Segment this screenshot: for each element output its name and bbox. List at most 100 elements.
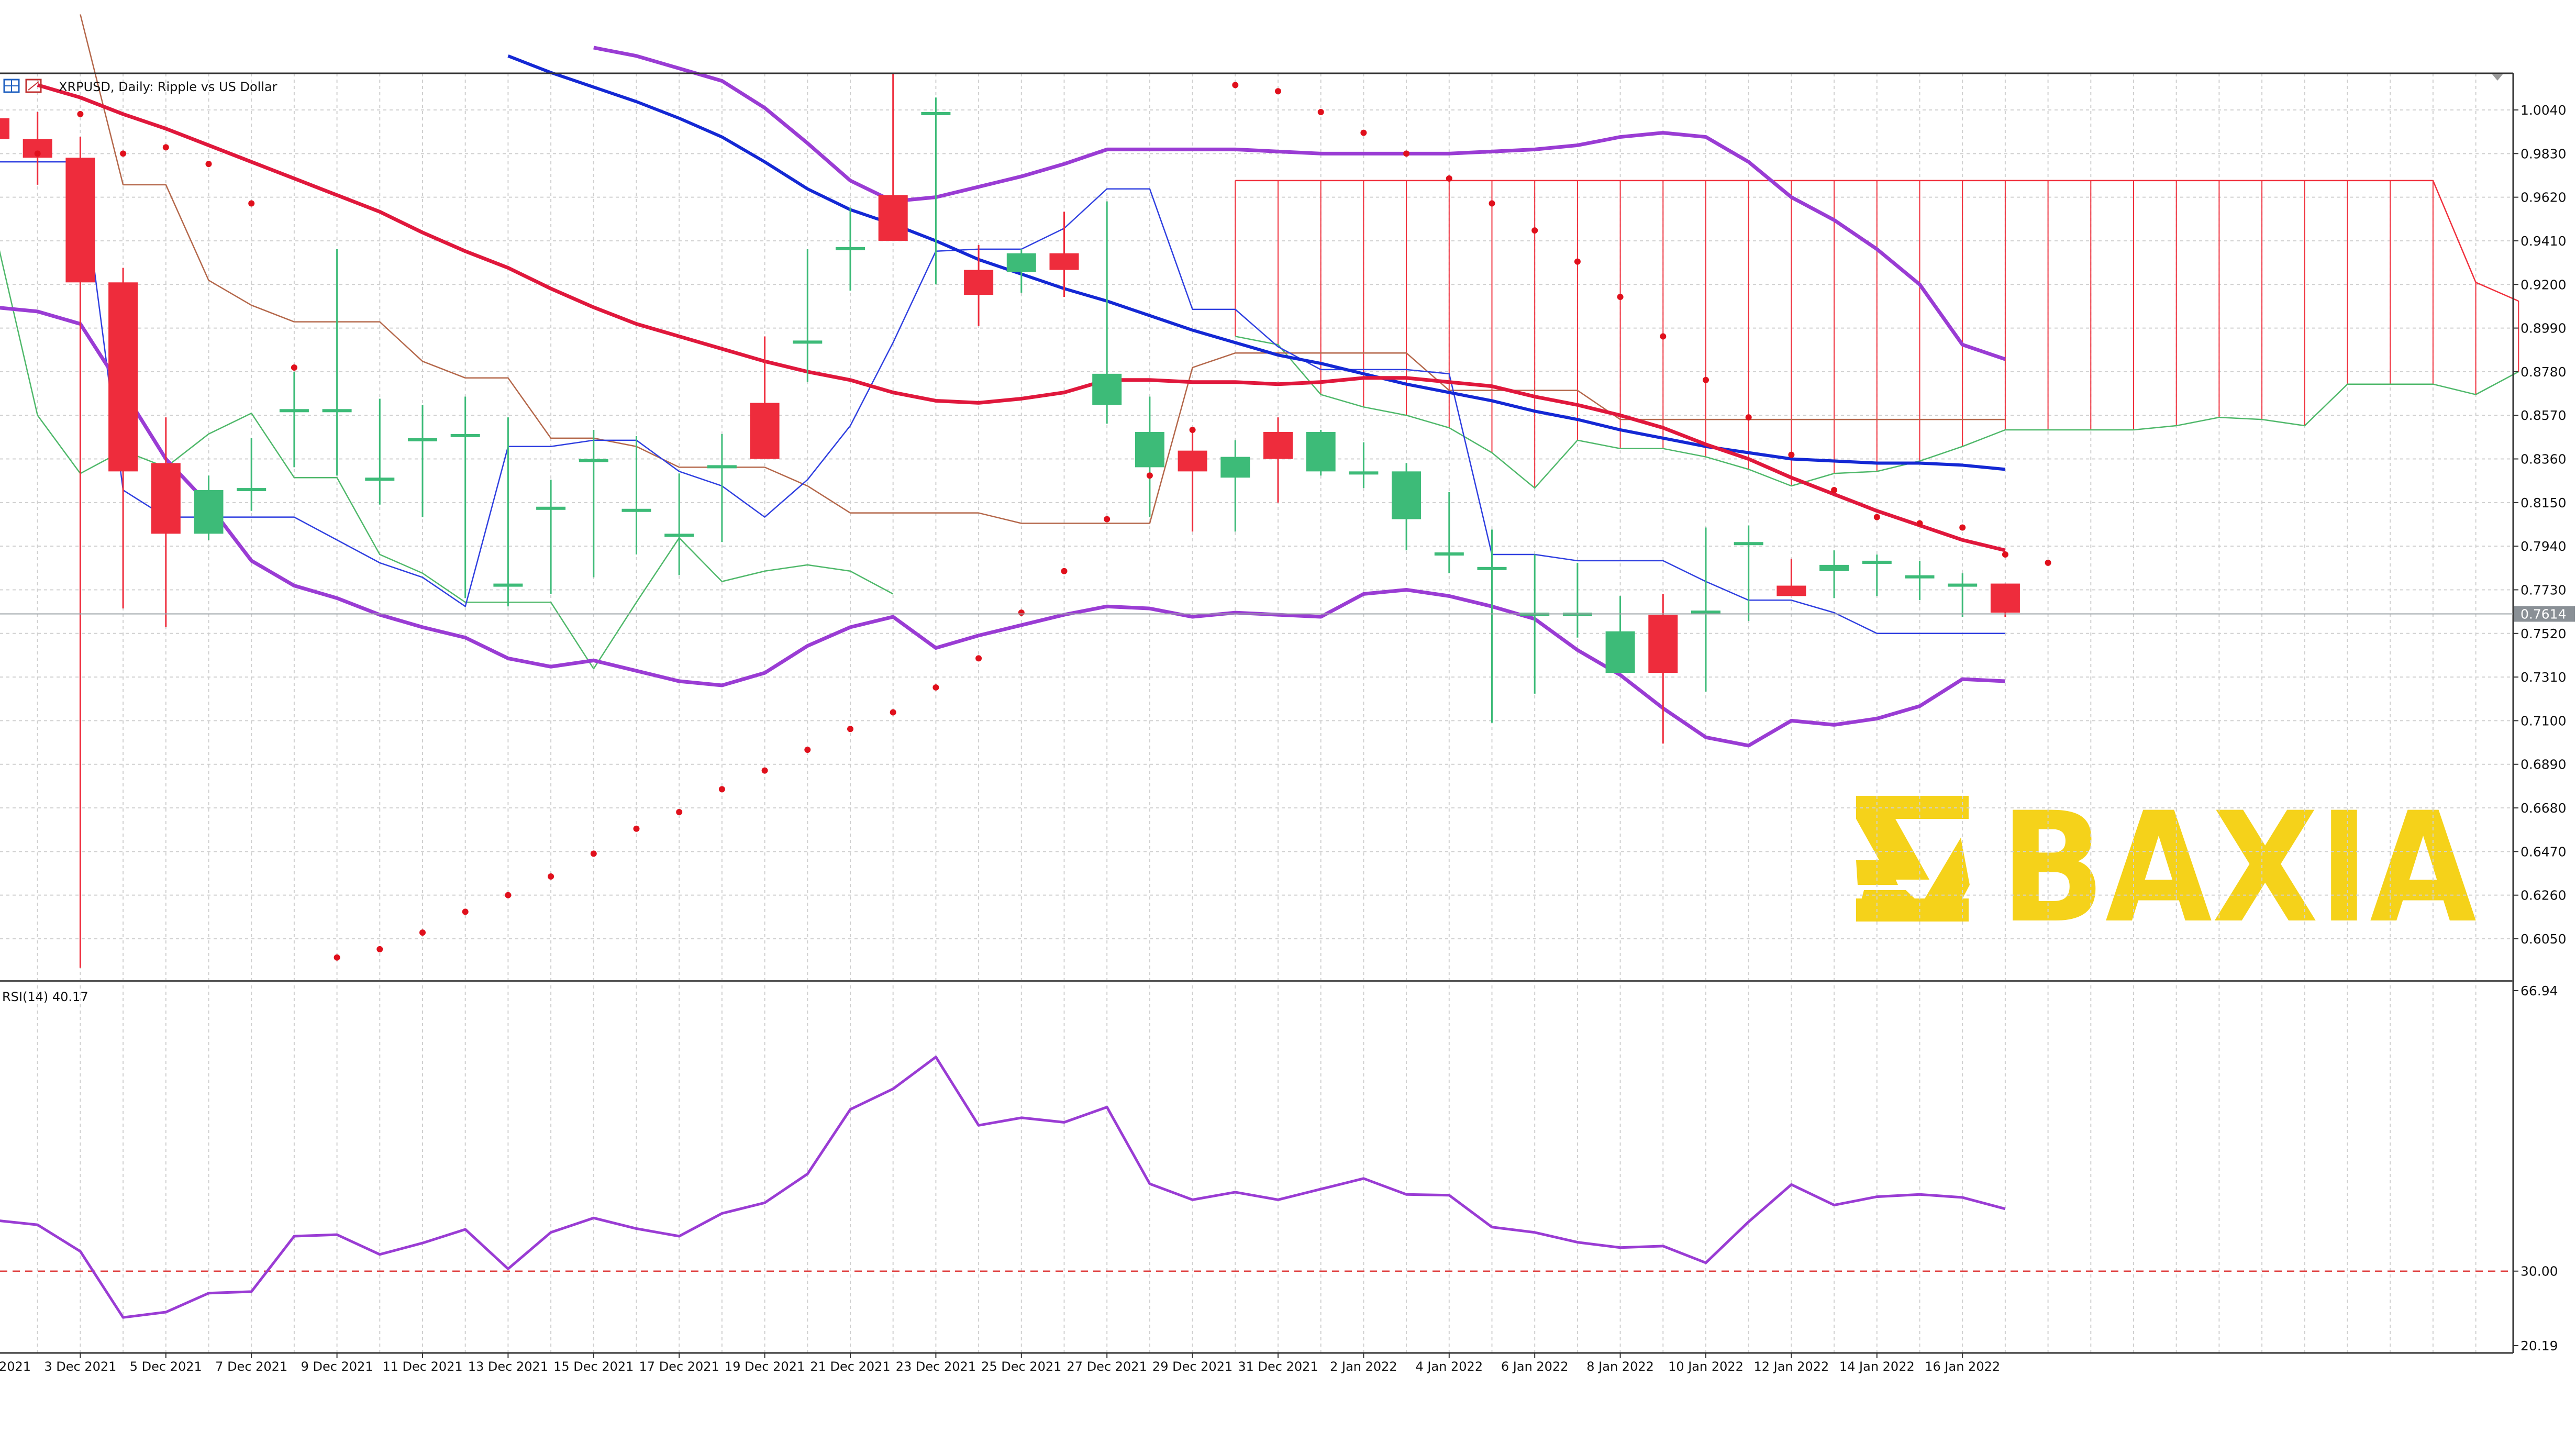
kijun-line [80, 14, 2005, 524]
date-tick-label: 10 Jan 2022 [1668, 1359, 1744, 1374]
psar-dot [376, 946, 383, 952]
psar-dot [1959, 524, 1966, 531]
psar-dot [462, 908, 469, 915]
psar-dot [1104, 516, 1111, 523]
psar-dot [34, 150, 41, 157]
psar-dot [2002, 551, 2008, 558]
psar-dot [1189, 426, 1196, 433]
candle-body [279, 409, 309, 413]
candle-body [836, 247, 865, 250]
psar-dot [1574, 258, 1581, 265]
rsi-title: RSI(14) 40.17 [2, 990, 88, 1004]
psar-dot [1531, 227, 1538, 234]
date-tick-label: 25 Dec 2021 [981, 1359, 1061, 1374]
psar-dot [1660, 333, 1667, 340]
date-tick-label: 6 Jan 2022 [1501, 1359, 1569, 1374]
candle-body [1819, 564, 1849, 571]
psar-dot [1916, 520, 1923, 527]
date-tick-label: 17 Dec 2021 [639, 1359, 719, 1374]
cloud-lower-line [1235, 336, 2519, 489]
axes: 1.0040 0.9830 0.9620 0.9410 0.9200 0.8990 0.87… [0, 72, 2575, 1374]
candle-body [1263, 431, 1293, 459]
candle-body [1049, 253, 1079, 270]
candle-body [1477, 567, 1507, 570]
chart-header: XRPUSD, Daily: Ripple vs US Dollar [3, 79, 277, 94]
candle-body [237, 488, 267, 492]
candle-body [1776, 585, 1806, 596]
psar-dot [932, 684, 939, 691]
moving-average-fast [37, 83, 2006, 552]
date-tick-label: 29 Dec 2021 [1152, 1359, 1233, 1374]
candle-body [707, 465, 737, 469]
tenkan-line [0, 161, 2005, 635]
psar-dot [1617, 294, 1624, 301]
candle-body [1605, 631, 1635, 673]
psar-dot [804, 746, 811, 753]
price-tick-label: 0.7100 [2521, 713, 2566, 728]
current-price-label: 0.7614 [2521, 606, 2566, 621]
candle-body [1434, 552, 1464, 556]
rsi-line [0, 1056, 2006, 1319]
baxia-watermark: BAXIA [1856, 780, 2478, 957]
symbol-title: XRPUSD, Daily: Ripple vs US Dollar [59, 80, 277, 94]
moving-average-slow [507, 54, 2006, 471]
candle-body [664, 534, 694, 537]
date-tick-label: 16 Jan 2022 [1925, 1359, 2000, 1374]
candle-body [408, 438, 437, 441]
psar-dot [590, 850, 597, 857]
shift-marker-icon[interactable] [2492, 74, 2503, 81]
psar-dot [334, 954, 340, 961]
candles [0, 72, 2020, 968]
psar-dot [1403, 150, 1410, 157]
psar-dot [633, 825, 640, 832]
price-tick-label: 1.0040 [2521, 103, 2566, 118]
date-tick-label: 8 Jan 2022 [1586, 1359, 1654, 1374]
psar-dot [1061, 568, 1068, 574]
candle-body [964, 270, 994, 295]
psar-dot [205, 161, 212, 168]
price-tick-label: 0.8360 [2521, 452, 2566, 467]
indicator-lines [0, 14, 2006, 748]
psar-dot [120, 150, 127, 157]
psar-dot [1788, 451, 1795, 458]
date-tick-label: 14 Jan 2022 [1839, 1359, 1915, 1374]
psar-dot [890, 709, 896, 716]
date-tick-label: 23 Dec 2021 [896, 1359, 976, 1374]
candle-body [1006, 253, 1036, 272]
candle-body [1734, 542, 1763, 546]
date-tick-label: 13 Dec 2021 [468, 1359, 548, 1374]
candle-body [322, 409, 352, 413]
psar-dot [162, 144, 169, 151]
price-tick-label: 0.9830 [2521, 146, 2566, 161]
psar-dot [1873, 514, 1880, 520]
candle-body [65, 158, 95, 283]
date-tick-label: 31 Dec 2021 [1238, 1359, 1318, 1374]
rsi-tick-label: 30.00 [2521, 1264, 2558, 1279]
candle-body [621, 508, 651, 512]
date-tick-label: 11 Dec 2021 [382, 1359, 462, 1374]
price-tick-label: 0.7520 [2521, 626, 2566, 641]
rsi-tick-label: 66.94 [2521, 983, 2558, 998]
price-tick-label: 0.6050 [2521, 931, 2566, 947]
psar-dot [1018, 609, 1025, 616]
chart-window-icon[interactable] [25, 79, 42, 93]
candle-body [878, 195, 908, 241]
psar-dot [548, 873, 554, 880]
candle-body [450, 434, 480, 437]
candle-body [1648, 615, 1678, 673]
psar-dot [1232, 82, 1239, 88]
date-tick-label: 5 Dec 2021 [130, 1359, 202, 1374]
psar-dot [2045, 559, 2051, 566]
candle-body [1392, 471, 1422, 519]
price-tick-label: 0.8780 [2521, 364, 2566, 380]
psar-dot [761, 767, 768, 774]
candle-body [0, 118, 9, 139]
psar-dot [1146, 472, 1153, 479]
date-tick-label: 12 Jan 2022 [1753, 1359, 1829, 1374]
candle-body [793, 340, 823, 344]
candle-body [1349, 471, 1379, 475]
psar-dot [1360, 129, 1367, 136]
candle-body [1948, 583, 1978, 587]
price-tick-label: 0.8150 [2521, 495, 2566, 510]
